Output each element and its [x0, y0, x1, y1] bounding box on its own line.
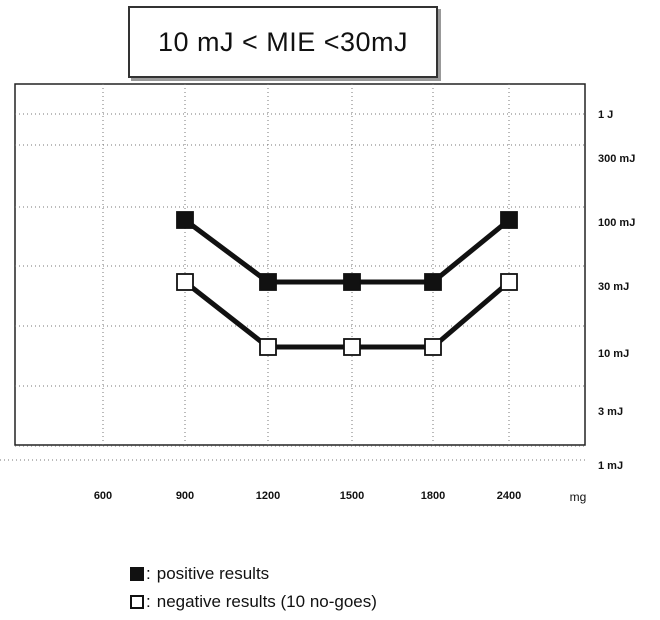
data-point-negative [343, 338, 361, 356]
series-line-positive [183, 217, 511, 285]
x-axis-label: mg [570, 490, 587, 504]
data-point-negative [176, 273, 194, 291]
chart-area: 1 J 300 mJ 100 mJ 30 mJ 10 mJ 3 mJ 1 mJ 600 900 1… [0, 83, 635, 504]
legend-item-positive: : positive results [130, 560, 377, 588]
data-point-positive [424, 273, 442, 291]
data-point-positive [500, 211, 518, 229]
x-tick-label: 2400 [497, 490, 521, 502]
legend-item-negative: : negative results (10 no-goes) [130, 588, 377, 616]
y-tick-label: 3 mJ [598, 406, 623, 418]
open-square-icon [130, 595, 144, 609]
chart-title-box: 10 mJ < MIE <30mJ [128, 6, 438, 78]
y-tick-label: 1 J [598, 109, 613, 121]
x-tick-label: 900 [176, 490, 194, 502]
data-point-positive [176, 211, 194, 229]
legend-separator: : [146, 564, 151, 583]
y-tick-label: 300 mJ [598, 153, 635, 165]
series-line-negative [183, 280, 511, 350]
data-point-negative [424, 338, 442, 356]
legend-label-positive: positive results [156, 564, 270, 583]
y-tick-label: 10 mJ [598, 348, 629, 360]
x-tick-label: 1200 [256, 490, 280, 502]
data-point-positive [343, 273, 361, 291]
y-tick-label: 1 mJ [598, 460, 623, 472]
filled-square-icon [130, 567, 144, 581]
legend-separator: : [146, 592, 151, 611]
x-tick-label: 1500 [340, 490, 364, 502]
y-tick-label: 30 mJ [598, 281, 629, 293]
x-tick-label: 1800 [421, 490, 445, 502]
data-point-negative [259, 338, 277, 356]
x-tick-label: 600 [94, 490, 112, 502]
y-tick-label: 100 mJ [598, 217, 635, 229]
data-point-negative [500, 273, 518, 291]
legend-label-negative: negative results (10 no-goes) [156, 592, 377, 611]
plot-frame [14, 83, 586, 446]
data-point-positive [259, 273, 277, 291]
chart-title: 10 mJ < MIE <30mJ [157, 26, 409, 57]
legend: : positive results : negative results (1… [130, 560, 377, 616]
